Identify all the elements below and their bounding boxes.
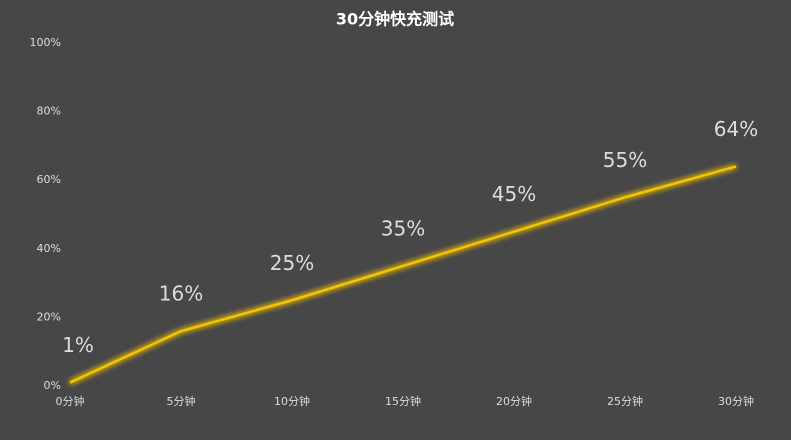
x-tick-label: 0分钟 [56, 394, 85, 408]
x-tick-label: 25分钟 [607, 394, 643, 408]
y-tick-label: 0% [44, 379, 61, 392]
data-label: 1% [62, 333, 94, 357]
y-tick-label: 40% [37, 242, 61, 255]
data-label: 64% [714, 117, 758, 141]
y-tick-label: 80% [37, 105, 61, 118]
chart-title: 30分钟快充测试 [336, 10, 454, 29]
y-tick-label: 60% [37, 173, 61, 186]
x-tick-label: 20分钟 [496, 394, 532, 408]
y-tick-label: 100% [30, 36, 61, 49]
x-tick-label: 15分钟 [385, 394, 421, 408]
data-label: 35% [381, 216, 425, 240]
data-label: 55% [603, 148, 647, 172]
x-tick-label: 30分钟 [718, 394, 754, 408]
x-tick-label: 5分钟 [167, 394, 196, 408]
y-tick-label: 20% [37, 310, 61, 323]
data-label: 45% [492, 182, 536, 206]
x-tick-label: 10分钟 [274, 394, 310, 408]
data-label: 25% [270, 251, 314, 275]
data-label: 16% [159, 282, 203, 306]
line [69, 165, 737, 384]
